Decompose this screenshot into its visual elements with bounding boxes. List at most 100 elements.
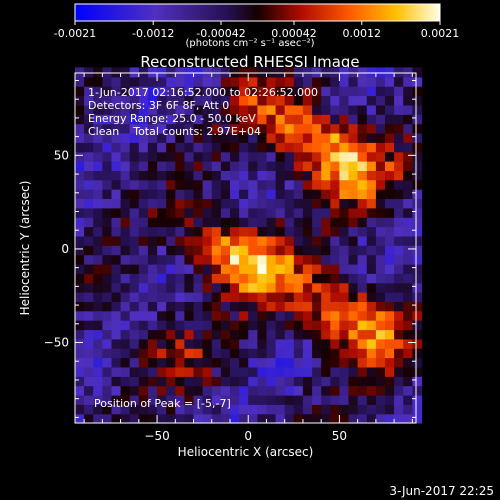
heatmap-cell bbox=[75, 67, 85, 78]
heatmap-cell bbox=[266, 170, 277, 181]
heatmap-cell bbox=[75, 95, 85, 106]
heatmap-cell bbox=[166, 385, 176, 396]
heatmap-cell bbox=[266, 142, 277, 153]
heatmap-cell bbox=[375, 226, 386, 237]
heatmap-cell bbox=[385, 413, 395, 424]
heatmap-cell bbox=[211, 161, 222, 171]
heatmap-cell bbox=[166, 263, 176, 274]
heatmap-cell bbox=[129, 235, 140, 246]
heatmap-cell bbox=[111, 226, 122, 237]
heatmap-cell bbox=[211, 245, 222, 256]
heatmap-cell bbox=[147, 217, 158, 228]
heatmap-cell bbox=[166, 67, 176, 78]
heatmap-cell bbox=[184, 338, 195, 349]
heatmap-cell bbox=[366, 366, 377, 377]
heatmap-cell bbox=[412, 394, 423, 405]
heatmap-cell bbox=[111, 404, 122, 415]
heatmap-cell bbox=[239, 301, 249, 312]
heatmap-cell bbox=[75, 413, 85, 424]
heatmap-cell bbox=[175, 132, 185, 143]
heatmap-cell bbox=[147, 357, 158, 368]
heatmap-cell bbox=[412, 226, 423, 237]
heatmap-cell bbox=[302, 235, 313, 246]
heatmap-cell bbox=[147, 198, 158, 209]
heatmap-cell bbox=[129, 404, 140, 415]
heatmap-cell bbox=[330, 245, 340, 256]
heatmap-cell bbox=[366, 76, 377, 87]
heatmap-cell bbox=[211, 394, 222, 405]
heatmap-cell bbox=[120, 292, 131, 302]
heatmap-cell bbox=[147, 320, 158, 331]
heatmap-cell bbox=[348, 189, 359, 199]
heatmap-cell bbox=[248, 404, 258, 415]
heatmap-cell bbox=[193, 366, 204, 377]
heatmap-cell bbox=[248, 413, 258, 424]
heatmap-cell bbox=[147, 132, 158, 143]
heatmap-cell bbox=[266, 67, 277, 78]
heatmap-cell bbox=[385, 114, 395, 125]
heatmap-cell bbox=[166, 404, 176, 415]
heatmap-cell bbox=[366, 394, 377, 405]
heatmap-cell bbox=[93, 104, 103, 115]
heatmap-cell bbox=[202, 329, 213, 340]
heatmap-cell bbox=[230, 142, 240, 153]
heatmap-cell bbox=[84, 226, 94, 237]
heatmap-cell bbox=[375, 320, 386, 331]
x-tick-label: −50 bbox=[144, 429, 169, 443]
heatmap-cell bbox=[75, 385, 85, 396]
heatmap-cell bbox=[239, 329, 249, 340]
heatmap-cell bbox=[138, 104, 149, 115]
heatmap-cell bbox=[412, 67, 423, 78]
heatmap-cell bbox=[102, 366, 113, 377]
heatmap-cell bbox=[166, 376, 176, 387]
heatmap-cell bbox=[193, 263, 204, 274]
heatmap-cell bbox=[111, 263, 122, 274]
heatmap-cell bbox=[366, 385, 377, 396]
heatmap-cell bbox=[339, 95, 350, 106]
heatmap-cell bbox=[312, 114, 322, 125]
heatmap-cell bbox=[193, 273, 204, 284]
heatmap-cell bbox=[330, 338, 340, 349]
heatmap-cell bbox=[248, 76, 258, 87]
heatmap-cell bbox=[111, 198, 122, 209]
heatmap-cell bbox=[375, 263, 386, 274]
heatmap-cell bbox=[330, 292, 340, 302]
heatmap-cell bbox=[330, 376, 340, 387]
heatmap-cell bbox=[284, 226, 295, 237]
heatmap-cell bbox=[412, 132, 423, 143]
heatmap-cell bbox=[102, 198, 113, 209]
heatmap-cell bbox=[275, 114, 286, 125]
heatmap-cell bbox=[385, 161, 395, 171]
heatmap-cell bbox=[102, 385, 113, 396]
heatmap-cell bbox=[357, 198, 368, 209]
heatmap-cell bbox=[93, 338, 103, 349]
heatmap-cell bbox=[220, 404, 231, 415]
heatmap-cell bbox=[75, 254, 85, 265]
heatmap-cell bbox=[339, 114, 350, 125]
heatmap-cell bbox=[239, 310, 249, 321]
heatmap-cell bbox=[385, 142, 395, 153]
heatmap-cell bbox=[348, 123, 359, 134]
heatmap-cell bbox=[138, 76, 149, 87]
heatmap-cell bbox=[120, 95, 131, 106]
heatmap-cell bbox=[312, 170, 322, 181]
heatmap-cell bbox=[84, 273, 94, 284]
heatmap-cell bbox=[147, 254, 158, 265]
heatmap-cell bbox=[202, 67, 213, 78]
heatmap-cell bbox=[157, 254, 167, 265]
heatmap-cell bbox=[312, 385, 322, 396]
heatmap-cell bbox=[84, 310, 94, 321]
heatmap-cell bbox=[230, 320, 240, 331]
heatmap-cell bbox=[211, 198, 222, 209]
heatmap-cell bbox=[138, 301, 149, 312]
heatmap-cell bbox=[293, 217, 304, 228]
heatmap-cell bbox=[111, 348, 122, 359]
heatmap-cell bbox=[330, 170, 340, 181]
heatmap-cell bbox=[403, 385, 413, 396]
heatmap-cell bbox=[93, 292, 103, 302]
heatmap-cell bbox=[193, 404, 204, 415]
heatmap-cell bbox=[147, 67, 158, 78]
heatmap-cell bbox=[157, 67, 167, 78]
heatmap-cell bbox=[211, 263, 222, 274]
heatmap-cell bbox=[138, 235, 149, 246]
